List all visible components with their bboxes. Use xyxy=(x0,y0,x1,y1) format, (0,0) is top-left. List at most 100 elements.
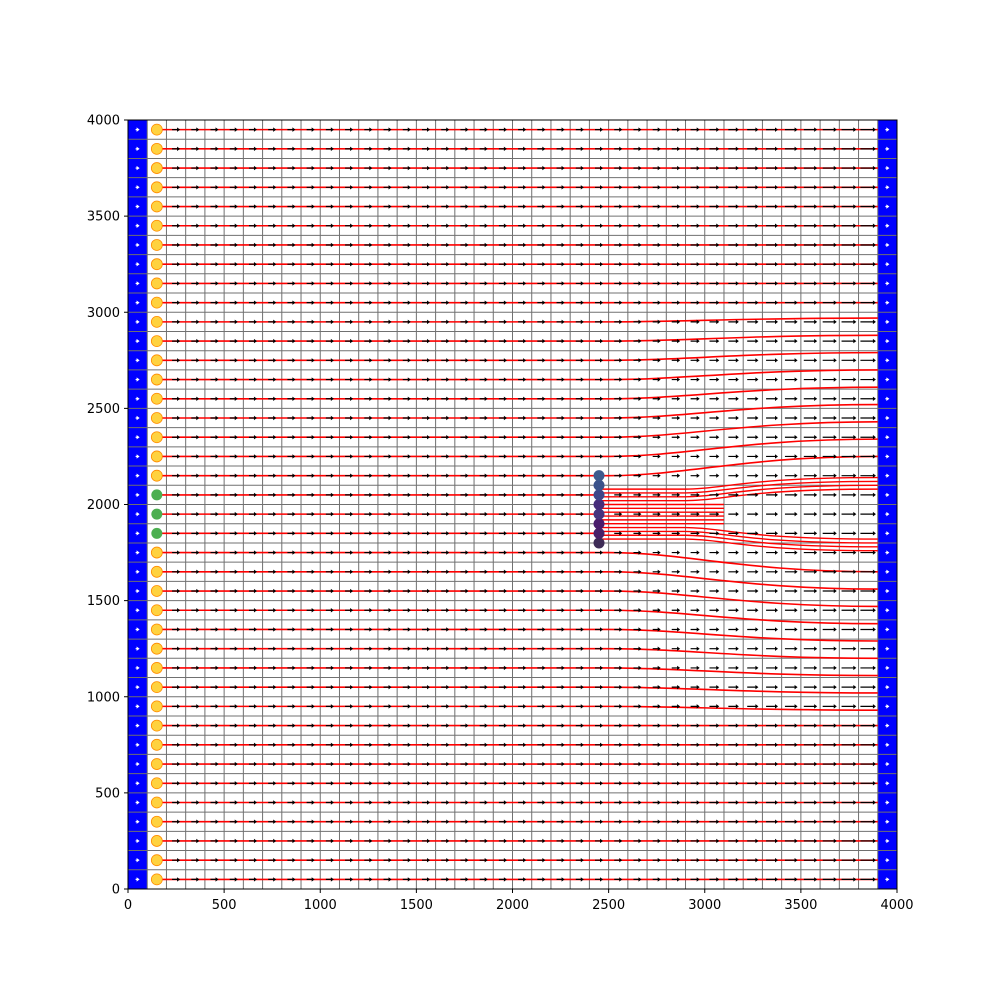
velocity-arrow xyxy=(614,146,623,152)
velocity-arrow xyxy=(885,627,890,632)
velocity-arrow xyxy=(614,646,623,651)
velocity-arrow xyxy=(709,473,720,478)
velocity-arrow xyxy=(595,261,604,267)
velocity-arrow xyxy=(364,569,373,574)
velocity-arrow xyxy=(690,531,700,536)
velocity-arrow xyxy=(652,300,661,305)
velocity-arrow xyxy=(803,223,818,228)
velocity-arrow xyxy=(747,338,759,344)
velocity-arrow xyxy=(518,723,527,728)
velocity-arrow xyxy=(671,704,681,709)
velocity-arrow xyxy=(860,665,876,671)
velocity-arrow xyxy=(364,319,373,325)
velocity-arrow xyxy=(345,281,354,286)
velocity-arrow xyxy=(441,204,450,209)
velocity-arrow xyxy=(345,204,354,209)
velocity-arrow xyxy=(479,608,488,613)
velocity-arrow xyxy=(135,531,140,536)
velocity-arrow xyxy=(229,627,238,632)
streamline xyxy=(156,551,878,573)
velocity-arrow xyxy=(860,569,876,574)
velocity-arrow xyxy=(841,261,857,267)
velocity-arrow xyxy=(841,684,857,690)
velocity-arrow xyxy=(885,588,890,594)
velocity-arrow xyxy=(172,781,181,786)
velocity-arrow xyxy=(556,185,565,190)
velocity-arrow xyxy=(441,146,450,152)
velocity-arrow xyxy=(402,665,411,671)
velocity-arrow xyxy=(498,473,507,478)
velocity-arrow xyxy=(709,319,720,325)
velocity-arrow xyxy=(460,204,469,209)
velocity-arrow xyxy=(841,569,857,574)
velocity-arrow xyxy=(191,877,200,882)
velocity-arrow xyxy=(885,531,890,536)
velocity-arrow xyxy=(860,704,876,709)
velocity-arrow xyxy=(287,588,296,594)
velocity-arrow xyxy=(860,819,876,824)
velocity-arrow xyxy=(479,492,488,498)
obstacle-point xyxy=(593,470,605,482)
velocity-arrow xyxy=(614,223,623,228)
velocity-arrow xyxy=(841,165,857,171)
velocity-arrow xyxy=(479,415,488,421)
velocity-arrow xyxy=(595,684,604,690)
streamline xyxy=(599,534,878,548)
velocity-arrow xyxy=(135,608,140,613)
velocity-arrow xyxy=(841,377,857,382)
velocity-arrow xyxy=(345,646,354,651)
velocity-arrow xyxy=(671,665,681,671)
velocity-arrow xyxy=(191,684,200,690)
velocity-arrow xyxy=(460,531,469,536)
velocity-arrow xyxy=(460,819,469,824)
velocity-arrow xyxy=(172,857,181,863)
velocity-arrow xyxy=(460,838,469,844)
velocity-arrow xyxy=(345,319,354,325)
velocity-arrow xyxy=(575,319,584,325)
velocity-arrow xyxy=(671,358,681,363)
velocity-arrow xyxy=(287,531,296,536)
velocity-arrow xyxy=(690,627,700,632)
velocity-arrow xyxy=(885,608,890,613)
velocity-arrow xyxy=(709,819,720,824)
velocity-arrow xyxy=(803,281,818,286)
velocity-arrow xyxy=(364,665,373,671)
velocity-arrow xyxy=(803,665,818,671)
velocity-arrow xyxy=(268,415,277,421)
velocity-arrow xyxy=(383,338,392,344)
velocity-arrow xyxy=(518,146,527,152)
velocity-arrow xyxy=(498,261,507,267)
velocity-arrow xyxy=(460,454,469,459)
velocity-arrow xyxy=(803,473,818,478)
velocity-arrow xyxy=(383,627,392,632)
velocity-arrow xyxy=(248,838,257,844)
velocity-arrow xyxy=(671,127,681,132)
velocity-arrow xyxy=(822,377,837,382)
velocity-arrow xyxy=(268,838,277,844)
velocity-arrow xyxy=(287,492,296,498)
velocity-arrow xyxy=(383,569,392,574)
velocity-arrow xyxy=(671,781,681,786)
velocity-arrow xyxy=(135,415,140,421)
velocity-arrow xyxy=(803,396,818,401)
velocity-arrow xyxy=(709,204,720,209)
velocity-arrow xyxy=(306,550,315,555)
velocity-arrow xyxy=(306,588,315,594)
velocity-arrow xyxy=(784,742,798,748)
velocity-arrow xyxy=(210,454,219,459)
injector-well xyxy=(150,239,163,251)
velocity-arrow xyxy=(383,473,392,478)
velocity-arrow xyxy=(383,146,392,152)
velocity-arrows xyxy=(135,127,890,882)
velocity-arrow xyxy=(803,761,818,767)
velocity-arrow xyxy=(172,665,181,671)
velocity-arrow xyxy=(210,511,219,517)
velocity-arrow xyxy=(287,396,296,401)
velocity-arrow xyxy=(210,723,219,728)
velocity-arrow xyxy=(229,608,238,613)
special-injector-well xyxy=(151,527,163,539)
injector-well xyxy=(150,200,163,213)
velocity-arrow xyxy=(498,165,507,171)
velocity-arrow xyxy=(728,511,739,517)
velocity-arrow xyxy=(248,608,257,613)
